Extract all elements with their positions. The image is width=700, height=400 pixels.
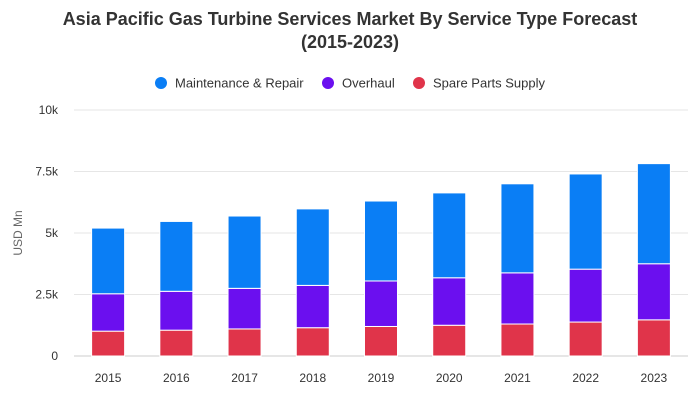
bar-segment (636, 263, 671, 321)
bar-segment (364, 325, 398, 357)
bar-segment (500, 183, 535, 274)
bar-segment (91, 227, 126, 295)
bar-segment (568, 321, 603, 357)
bar-segment (568, 173, 603, 270)
y-tick-label: 0 (51, 349, 58, 363)
bar-segment (500, 272, 535, 325)
bar-segment (295, 284, 330, 329)
x-tick-label: 2020 (436, 371, 463, 385)
x-tick-label: 2017 (231, 371, 258, 385)
bar-segment (159, 329, 194, 357)
bar-segment (295, 327, 330, 357)
bar-segment (636, 163, 671, 265)
chart-title: Asia Pacific Gas Turbine Services Market… (0, 8, 700, 54)
bar-segment (227, 215, 262, 289)
chart-title-line-1: Asia Pacific Gas Turbine Services Market… (62, 9, 638, 29)
legend-label: Maintenance & Repair (175, 76, 304, 91)
bar-segment (432, 324, 467, 357)
x-tick-label: 2015 (95, 371, 122, 385)
bar-segment (227, 287, 262, 330)
bar-segment (432, 192, 467, 279)
bar-segment (500, 323, 535, 357)
bar-segment (91, 293, 126, 332)
bar-segment (227, 328, 262, 357)
x-tick-label: 2019 (368, 371, 395, 385)
bar-segment (364, 280, 398, 327)
bar-segment (91, 330, 126, 357)
x-tick-label: 2021 (504, 371, 531, 385)
bar-segment (295, 208, 330, 286)
legend-marker (322, 77, 334, 89)
legend-label: Spare Parts Supply (433, 76, 546, 91)
bar-segment (159, 290, 194, 331)
x-tick-label: 2016 (163, 371, 190, 385)
y-tick-label: 5k (45, 226, 59, 240)
legend-marker (413, 77, 425, 89)
y-tick-label: 2.5k (35, 288, 59, 302)
bar-segment (568, 268, 603, 323)
legend-marker (155, 77, 167, 89)
bar-segment (636, 319, 671, 357)
x-tick-label: 2018 (299, 371, 326, 385)
x-tick-label: 2022 (572, 371, 599, 385)
y-tick-label: 7.5k (35, 165, 59, 179)
chart-title-line-2: (2015-2023) (300, 32, 400, 52)
bar-segment (364, 200, 398, 282)
x-tick-label: 2023 (641, 371, 668, 385)
bar-segment (432, 277, 467, 326)
y-tick-label: 10k (39, 103, 59, 117)
bar-segment (159, 220, 194, 292)
legend-label: Overhaul (342, 76, 395, 91)
y-axis-label: USD Mn (11, 210, 25, 255)
